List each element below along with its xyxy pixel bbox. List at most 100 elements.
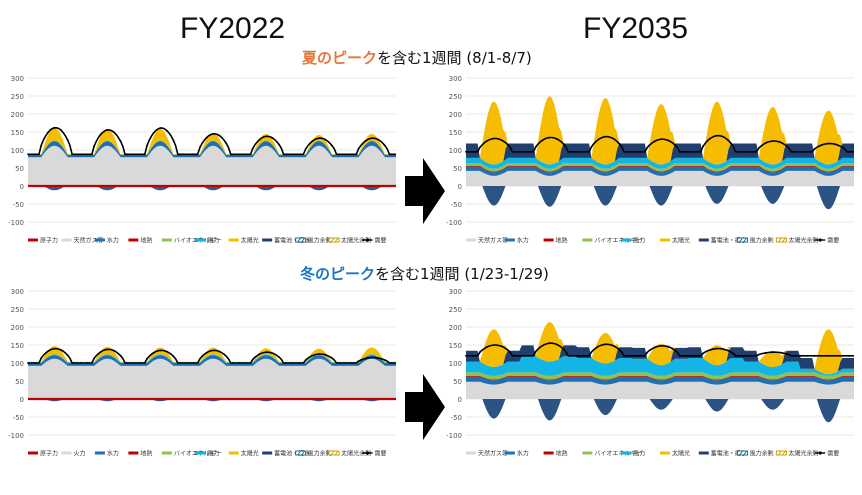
demand-point xyxy=(653,140,656,143)
y-tick-label: -100 xyxy=(8,219,24,227)
legend-item-storage: 蓄電池・揚水 xyxy=(262,237,310,245)
area-storage-charge xyxy=(466,399,854,423)
demand-point xyxy=(304,148,307,150)
legend-item-solar: 太陽光 xyxy=(228,450,259,458)
legend-item-solar-surplus: 太陽光余剰 xyxy=(328,237,371,245)
demand-point xyxy=(80,153,82,156)
demand-point xyxy=(165,129,168,132)
legend-item-solar-surplus: 太陽光余剰 xyxy=(775,450,818,458)
legend-label: 風力余剰 xyxy=(308,237,332,245)
demand-point xyxy=(548,136,551,139)
legend-item-thermal: 火力 xyxy=(61,450,85,458)
demand-point xyxy=(284,153,287,156)
arrow-summer-icon xyxy=(405,158,445,224)
legend-label: 地熱 xyxy=(140,450,152,458)
demand-point xyxy=(555,137,558,140)
demand-point xyxy=(688,354,690,357)
legend-label: 太陽光 xyxy=(241,450,259,458)
legend-item-bio: バイオエネルギー xyxy=(582,451,642,458)
demand-point xyxy=(771,351,774,354)
legend-item-storage: 蓄電池・揚水 xyxy=(262,450,310,458)
fy2022-heading: FY2022 xyxy=(180,12,286,45)
demand-point xyxy=(806,354,809,357)
demand-point xyxy=(834,354,837,357)
y-tick-label: 300 xyxy=(11,288,24,296)
demand-point xyxy=(357,360,360,363)
demand-point xyxy=(730,351,732,353)
demand-point xyxy=(534,146,537,148)
demand-point xyxy=(172,355,175,358)
demand-point xyxy=(534,350,537,353)
demand-point xyxy=(99,133,102,136)
demand-point xyxy=(681,354,683,357)
demand-point xyxy=(660,344,663,347)
legend-item-geothermal: 地熱 xyxy=(543,450,568,458)
area-storage-charge xyxy=(466,186,854,210)
demand-point xyxy=(827,142,830,145)
legend-label: 太陽光余剰 xyxy=(788,450,818,458)
demand-point xyxy=(318,137,320,140)
demand-point xyxy=(667,139,669,142)
demand-point xyxy=(695,354,697,357)
demand-point xyxy=(205,351,208,354)
demand-point xyxy=(73,362,76,364)
demand-point xyxy=(344,153,347,156)
demand-point xyxy=(841,146,844,149)
line-demand xyxy=(466,134,854,153)
demand-point xyxy=(66,139,69,141)
demand-point xyxy=(46,350,49,353)
legend-label: 天然ガス等 xyxy=(478,237,508,245)
demand-point xyxy=(258,353,261,356)
demand-point xyxy=(251,147,254,150)
line-demand xyxy=(28,127,396,156)
legend-item-nuclear: 原子力 xyxy=(28,450,58,458)
demand-point xyxy=(132,153,135,156)
legend-label: 蓄電池・揚水 xyxy=(274,450,310,458)
y-tick-label: 0 xyxy=(20,396,24,404)
demand-point xyxy=(639,150,642,153)
demand-point xyxy=(653,346,656,349)
winter-2035-chart: 300 250 200 150 100 50 0 -50 -100 天然ガス等 水力 地熱 バイオエネル… xyxy=(446,288,854,458)
area-wind xyxy=(466,356,854,376)
y-tick-label: 200 xyxy=(449,111,462,119)
legend-label: 需要 xyxy=(375,238,387,245)
area-storage-charge xyxy=(28,399,396,402)
demand-point xyxy=(86,362,89,364)
demand-point xyxy=(632,150,635,153)
demand-point xyxy=(185,362,188,364)
area-bio xyxy=(28,140,396,156)
demand-point xyxy=(625,354,628,357)
y-tick-label: 250 xyxy=(11,93,24,101)
demand-point xyxy=(278,143,281,146)
demand-point xyxy=(764,352,767,354)
demand-point xyxy=(611,344,614,347)
demand-point xyxy=(185,153,188,156)
demand-point xyxy=(225,142,228,145)
demand-point xyxy=(618,348,621,351)
demand-point xyxy=(159,127,162,129)
demand-point xyxy=(384,359,386,361)
y-tick-label: 100 xyxy=(11,147,24,155)
legend-label: 水力 xyxy=(517,237,529,245)
demand-point xyxy=(284,362,287,364)
demand-point xyxy=(792,354,795,357)
demand-point xyxy=(179,153,181,156)
y-tick-label: 250 xyxy=(449,306,462,314)
demand-point xyxy=(583,354,586,357)
demand-point xyxy=(245,153,248,156)
legend-label: 風力余剰 xyxy=(308,450,332,458)
demand-point xyxy=(351,153,353,156)
y-tick-label: 50 xyxy=(15,378,24,386)
demand-point xyxy=(723,348,725,351)
legend-label: 原子力 xyxy=(40,450,58,458)
legend-label: 太陽光 xyxy=(672,450,690,458)
area-thermal xyxy=(28,358,396,399)
demand-point xyxy=(245,362,248,364)
demand-point xyxy=(472,354,474,357)
demand-point xyxy=(716,347,718,350)
winter-section-title: 冬のピークを含む1週間 (1/23-1/29) xyxy=(300,263,549,284)
demand-point xyxy=(646,146,649,149)
area-storage xyxy=(466,345,854,375)
demand-point xyxy=(271,352,274,355)
y-tick-label: 150 xyxy=(11,129,24,137)
